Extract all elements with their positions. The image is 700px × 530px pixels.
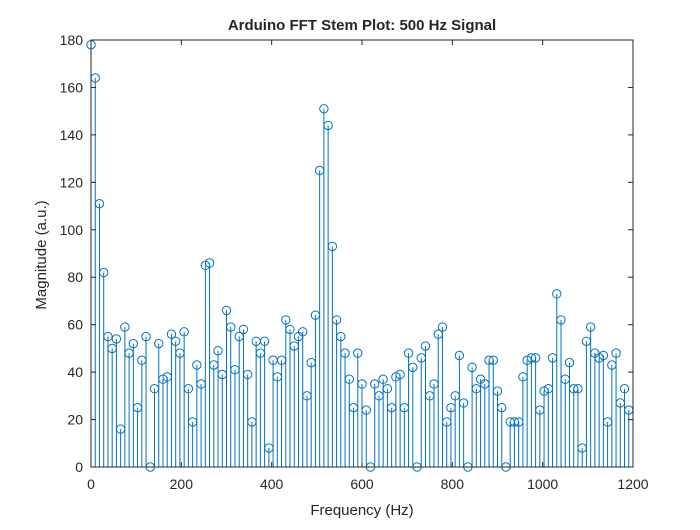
stem-marker — [573, 384, 583, 394]
y-tick-label: 40 — [67, 364, 83, 380]
stem-marker — [179, 327, 189, 337]
stem-marker — [281, 315, 291, 325]
x-axis-label: Frequency (Hz) — [310, 502, 413, 519]
stem-marker — [598, 350, 609, 361]
x-tick-label: 1200 — [617, 476, 648, 492]
stem-series — [86, 40, 634, 472]
stem-marker — [327, 241, 338, 252]
x-tick-label: 600 — [350, 476, 374, 492]
stem-marker — [488, 355, 498, 365]
x-tick-label: 0 — [87, 476, 95, 492]
stem-marker — [340, 348, 350, 358]
stem-marker — [226, 322, 236, 332]
x-tick-label: 400 — [260, 476, 284, 492]
stem-marker — [619, 384, 630, 394]
stem-marker — [492, 386, 503, 396]
stem-marker — [408, 362, 418, 373]
stem-marker — [154, 338, 164, 349]
stem-marker — [458, 398, 469, 408]
stem-marker — [611, 348, 621, 358]
stem-marker — [94, 198, 105, 209]
stem-marker — [298, 327, 308, 337]
y-tick-label: 60 — [67, 317, 83, 333]
y-tick-label: 80 — [67, 269, 83, 285]
stem-marker — [378, 374, 388, 384]
stem-marker — [370, 379, 380, 389]
stem-marker — [242, 369, 253, 380]
stem-marker — [221, 305, 232, 316]
y-tick-label: 160 — [60, 79, 84, 95]
stem-marker — [437, 322, 448, 332]
stem-marker — [331, 315, 342, 325]
stem-marker — [323, 120, 333, 131]
stem-marker — [319, 104, 329, 114]
stem-marker — [556, 315, 566, 325]
stem-marker — [420, 341, 431, 351]
axes: 0 200 400 600 800 1000 1200 0 20 40 60 80 100 120 140 1… — [60, 32, 649, 492]
stem-marker — [344, 374, 354, 384]
y-tick-label: 120 — [60, 174, 84, 190]
stem-marker — [128, 338, 139, 349]
stem-marker — [530, 353, 541, 363]
y-tick-label: 20 — [67, 412, 83, 428]
stem-marker — [357, 379, 367, 389]
stem-marker — [238, 324, 249, 335]
stem-marker — [585, 322, 596, 332]
y-tick-label: 180 — [60, 32, 84, 48]
stem-marker — [454, 350, 465, 361]
stem-marker — [403, 348, 414, 358]
x-tick-label: 200 — [170, 476, 194, 492]
stem-marker — [103, 331, 113, 342]
stem-marker — [497, 402, 507, 413]
stem-marker — [192, 360, 202, 370]
stem-marker — [564, 357, 575, 368]
stem-marker — [166, 329, 177, 339]
stem-marker — [395, 369, 405, 380]
stem-marker — [336, 331, 346, 342]
stem-marker — [120, 322, 130, 332]
stem-marker — [183, 384, 194, 394]
stem-marker — [467, 362, 477, 373]
y-tick-label: 100 — [60, 222, 84, 238]
stem-marker — [382, 384, 393, 394]
stem-marker — [170, 336, 181, 346]
x-tick-label: 1000 — [527, 476, 558, 492]
x-tick-label: 800 — [441, 476, 465, 492]
stem-marker — [361, 405, 371, 415]
stem-marker — [204, 258, 215, 268]
y-tick-label: 0 — [75, 459, 83, 475]
stem-marker — [99, 267, 109, 278]
stem-marker — [353, 348, 363, 358]
stem-marker — [259, 336, 270, 346]
stem-marker — [552, 289, 562, 299]
stem-marker — [111, 334, 122, 344]
stem-marker — [141, 331, 151, 342]
chart-title: Arduino FFT Stem Plot: 500 Hz Signal — [228, 17, 496, 34]
stem-marker — [213, 346, 223, 356]
stem-marker — [285, 324, 295, 335]
y-axis-label: Magnitude (a.u.) — [33, 200, 50, 309]
y-tick-label: 140 — [60, 127, 84, 143]
